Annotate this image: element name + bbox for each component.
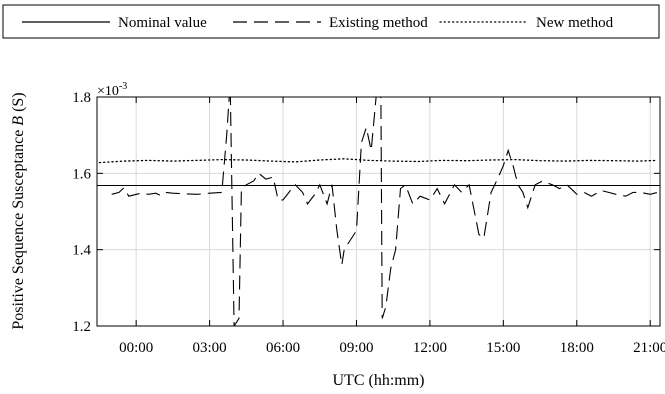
- y-axis-label-prefix: Positive Sequence Susceptance: [10, 126, 27, 330]
- grid: [97, 96, 660, 327]
- x-tick-label: 03:00: [193, 340, 227, 356]
- y-multiplier-exp: -3: [119, 81, 127, 92]
- x-tick-label: 12:00: [413, 340, 447, 356]
- series-group: [97, 97, 660, 326]
- series-line-existing-method: [111, 97, 658, 326]
- y-tick-label: 1.4: [72, 243, 91, 259]
- x-tick-label: 00:00: [119, 340, 153, 356]
- x-tick-label: 21:00: [633, 340, 665, 356]
- x-axis: 00:00 03:00 06:00 09:00 12:00 15:00 18:00 21:00: [119, 97, 665, 356]
- y-axis-label: Positive Sequence Susceptance B (S): [10, 92, 27, 329]
- x-tick-label: 06:00: [266, 340, 300, 356]
- y-axis-label-var: B: [10, 116, 27, 126]
- legend-box: [2, 4, 660, 39]
- plot-frame: [96, 96, 661, 327]
- y-multiplier-base: ×10: [97, 84, 119, 99]
- legend-label: New method: [536, 15, 614, 31]
- y-tick-label: 1.6: [72, 166, 91, 182]
- x-tick-label: 18:00: [560, 340, 594, 356]
- series-line-new-method: [98, 158, 659, 164]
- x-tick-label: 15:00: [486, 340, 520, 356]
- y-axis: 1.2 1.4 1.6 1.8: [72, 90, 660, 335]
- x-tick-label: 09:00: [339, 340, 373, 356]
- y-tick-label: 1.2: [72, 319, 91, 335]
- legend-label: Nominal value: [118, 15, 207, 31]
- legend: Nominal value Existing method New method: [2, 4, 660, 39]
- y-axis-label-suffix: (S): [10, 92, 27, 116]
- y-multiplier: ×10-3: [97, 81, 127, 99]
- x-axis-label: UTC (hh:mm): [333, 372, 425, 389]
- legend-label: Existing method: [329, 15, 428, 31]
- y-tick-label: 1.8: [72, 90, 91, 106]
